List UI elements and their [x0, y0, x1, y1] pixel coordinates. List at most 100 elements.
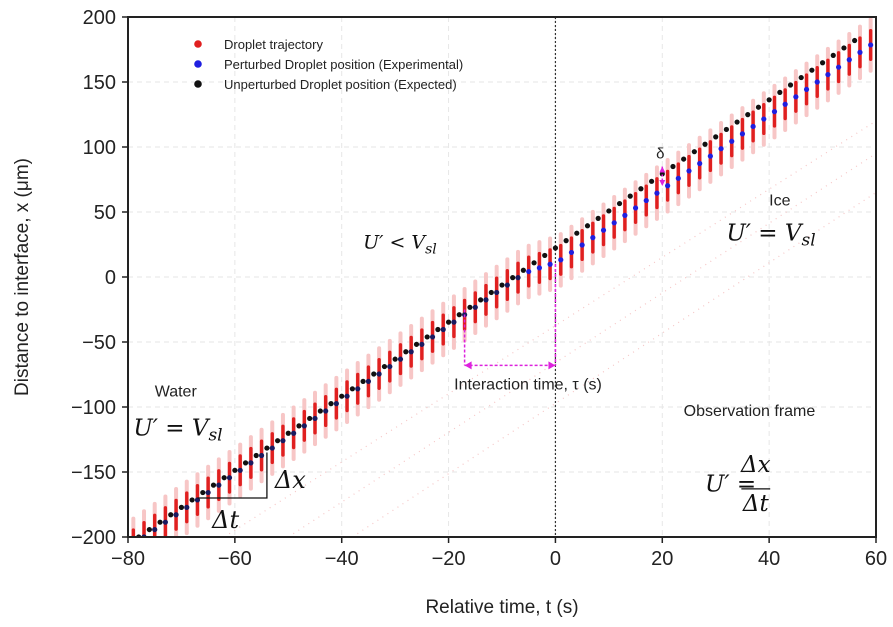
perturbed-point	[365, 378, 372, 384]
perturbed-point	[440, 326, 446, 333]
perturbed-point	[152, 526, 158, 533]
unperturbed-point	[841, 45, 847, 51]
slope-dt-label: Δt	[211, 506, 239, 534]
unperturbed-point	[317, 408, 323, 414]
perturbed-point	[857, 49, 863, 55]
perturbed-point	[697, 160, 703, 167]
axis-ticks: −80 −60 −40 −20 0 20 40 60−200−150−100−50050100…	[71, 7, 887, 570]
perturbed-point	[387, 363, 393, 370]
perturbed-point	[419, 341, 425, 347]
perturbed-point	[184, 504, 190, 510]
unperturbed-point	[435, 326, 441, 333]
unperturbed-point	[307, 415, 313, 422]
perturbed-point	[451, 319, 457, 325]
perturbed-point	[472, 304, 478, 310]
perturbed-point	[494, 289, 500, 296]
perturbed-point	[355, 386, 361, 392]
perturbed-point	[376, 371, 382, 377]
bracket-arrow-left	[464, 361, 472, 370]
legend-marker	[194, 60, 202, 68]
perturbed-point	[173, 512, 179, 518]
y-tick-label: 0	[105, 267, 116, 289]
y-tick-label: −200	[71, 527, 116, 549]
perturbed-point	[622, 212, 628, 218]
perturbed-point	[280, 438, 286, 444]
perturbed-point	[162, 519, 168, 525]
unperturbed-point	[157, 519, 163, 525]
unperturbed-point	[371, 371, 377, 377]
perturbed-point	[739, 131, 746, 137]
unperturbed-point	[574, 230, 580, 236]
unperturbed-point	[328, 401, 334, 407]
perturbed-point	[782, 101, 788, 107]
unperturbed-point	[584, 223, 591, 229]
unperturbed-point	[552, 245, 559, 251]
unperturbed-point	[659, 171, 665, 177]
unperturbed-series	[136, 37, 858, 537]
x-tick-label: 0	[550, 548, 561, 570]
unperturbed-point	[285, 430, 291, 436]
unperturbed-point	[403, 349, 409, 355]
unperturbed-point	[456, 312, 462, 318]
unperturbed-point	[713, 134, 719, 140]
unperturbed-point	[275, 438, 281, 444]
perturbed-point	[771, 109, 778, 115]
delta-label: δ	[656, 146, 664, 163]
perturbed-point	[836, 64, 842, 70]
perturbed-point	[718, 146, 724, 152]
unperturbed-point	[670, 163, 676, 170]
unperturbed-point	[798, 74, 804, 81]
unperturbed-point	[819, 60, 826, 66]
unperturbed-point	[232, 467, 238, 473]
perturbed-point	[761, 116, 767, 122]
legend-label: Droplet trajectory	[224, 37, 323, 52]
perturbed-point	[868, 42, 874, 48]
perturbed-point	[301, 423, 307, 429]
unperturbed-point	[638, 186, 644, 192]
annotation-obs-eq-num: Δx	[740, 452, 771, 478]
unperturbed-point	[766, 97, 772, 103]
perturbed-point	[825, 71, 831, 78]
unperturbed-point	[649, 178, 655, 184]
perturbed-point	[194, 497, 201, 503]
unperturbed-point	[264, 445, 270, 451]
perturbed-point	[579, 242, 585, 248]
legend: Droplet trajectory Perturbed Droplet posi…	[194, 37, 463, 92]
perturbed-point	[793, 94, 799, 100]
unperturbed-point	[360, 378, 366, 384]
perturbed-point	[269, 445, 275, 451]
slope-dx-label: Δx	[274, 466, 306, 494]
unperturbed-point	[445, 319, 452, 325]
unperturbed-point	[200, 489, 206, 496]
perturbed-point	[729, 138, 735, 144]
perturbed-point	[258, 452, 265, 459]
annotation-water: Water	[155, 384, 198, 401]
y-tick-label: 50	[94, 202, 116, 224]
legend-label: Unperturbed Droplet position (Expected)	[224, 77, 457, 92]
delta-marker: δ	[656, 146, 666, 186]
unperturbed-point	[702, 141, 708, 147]
x-tick-label: 20	[651, 548, 673, 570]
unperturbed-point	[745, 112, 751, 118]
perturbed-point	[600, 227, 607, 233]
unperturbed-point	[349, 386, 355, 392]
perturbed-point	[547, 261, 553, 267]
x-tick-label: 40	[758, 548, 780, 570]
perturbed-point	[312, 415, 318, 422]
perturbed-point	[291, 430, 297, 436]
annotations: Water U′ = Vsl U′ < Vsl Ice U′ = Vsl Observat…	[133, 193, 815, 518]
perturbed-series	[141, 42, 874, 537]
y-tick-label: −100	[71, 397, 116, 419]
unperturbed-point	[221, 475, 227, 481]
unperturbed-point	[723, 126, 730, 133]
perturbed-point	[750, 123, 756, 130]
unperturbed-point	[210, 482, 217, 488]
annotation-ice: Ice	[769, 193, 790, 210]
unperturbed-point	[510, 275, 516, 281]
perturbed-point	[323, 408, 329, 414]
unperturbed-point	[691, 149, 697, 155]
perturbed-point	[483, 297, 489, 303]
x-tick-label: −60	[218, 548, 252, 570]
perturbed-point	[654, 190, 660, 196]
